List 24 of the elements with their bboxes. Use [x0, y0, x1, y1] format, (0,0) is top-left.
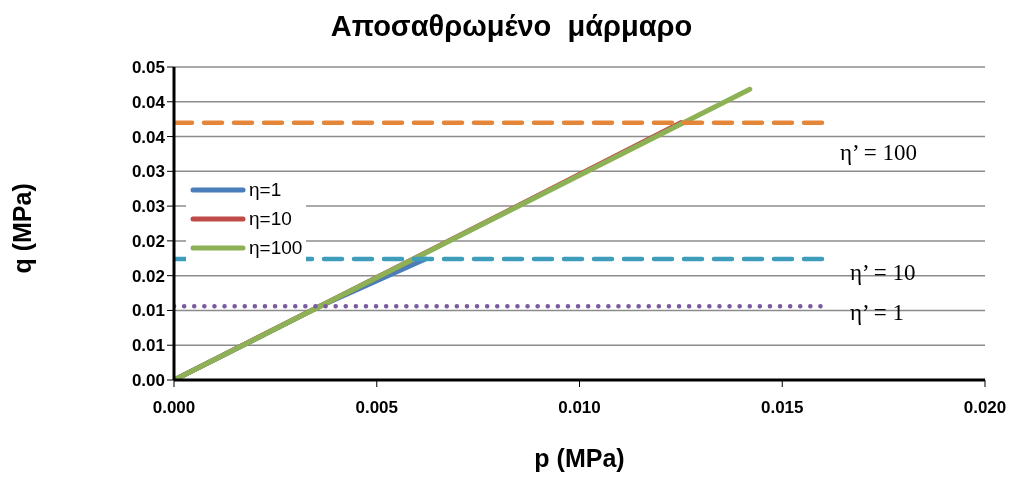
y-tick-label: 0.02	[131, 231, 165, 251]
x-tick-label: 0.005	[355, 398, 399, 418]
annotation: η’ = 1	[850, 300, 904, 326]
legend-label: η=10	[249, 207, 292, 230]
x-tick-label: 0.015	[760, 398, 804, 418]
y-tick-label: 0.00	[131, 371, 165, 391]
y-tick-label: 0.01	[131, 301, 165, 321]
annotation: η’ = 10	[850, 260, 916, 286]
legend-label: η=100	[249, 236, 303, 259]
x-axis-title: p (MPa)	[534, 444, 625, 472]
x-tick-label: 0.020	[963, 398, 1007, 418]
y-tick-label: 0.04	[131, 92, 166, 112]
x-tick-label: 0.000	[152, 398, 196, 418]
y-tick-label: 0.02	[131, 266, 165, 286]
y-tick-label: 0.01	[131, 336, 165, 356]
chart-title: Αποσαθρωμένο μάρμαρο	[329, 10, 694, 43]
y-tick-label: 0.04	[131, 127, 166, 147]
y-tick-label: 0.05	[131, 58, 165, 78]
legend-label: η=1	[249, 178, 282, 201]
y-axis-title: q (MPa)	[7, 183, 36, 274]
y-tick-label: 0.03	[131, 197, 165, 217]
annotation: η’ = 100	[840, 140, 917, 166]
y-tick-label: 0.03	[131, 162, 165, 182]
x-tick-label: 0.010	[558, 398, 601, 418]
